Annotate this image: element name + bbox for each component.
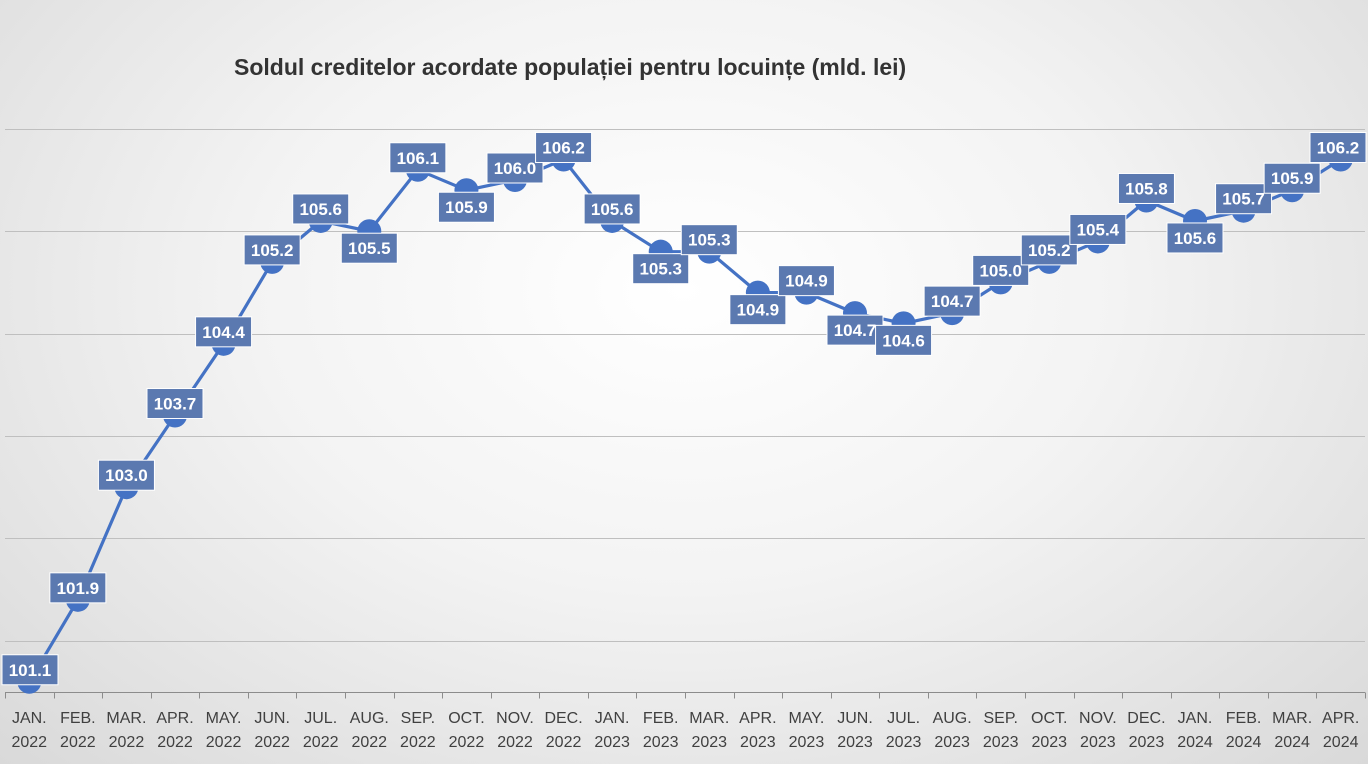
data-label: 105.2	[1028, 241, 1071, 260]
data-label-box	[729, 294, 787, 326]
x-tick-label: FEB. 2023	[643, 710, 679, 751]
data-label-box	[1166, 222, 1224, 254]
data-label: 104.7	[834, 321, 877, 340]
x-tick-label: MAR. 2023	[689, 710, 729, 751]
data-label-box	[923, 285, 981, 317]
x-tick-label: JAN. 2022	[11, 710, 47, 751]
data-label: 106.2	[542, 139, 585, 158]
data-label: 106.0	[494, 159, 537, 178]
x-axis: JAN. 2022 FEB. 2022 MAR. 2022 APR. 2022 MAY. 2022…	[5, 692, 1366, 751]
data-label: 105.3	[639, 260, 682, 279]
data-label-box	[1215, 183, 1273, 215]
data-label-box	[1020, 234, 1078, 266]
data-label: 104.4	[202, 323, 245, 342]
x-tick-label: OCT. 2023	[1031, 710, 1067, 751]
x-tick-label: NOV. 2022	[496, 710, 534, 751]
data-label: 105.0	[979, 261, 1022, 280]
data-label-box	[97, 459, 155, 491]
data-label-box	[486, 152, 544, 184]
x-tick-label: FEB. 2024	[1226, 710, 1262, 751]
x-tick-label: APR. 2022	[156, 710, 193, 751]
x-tick-label: DEC. 2022	[544, 710, 582, 751]
data-label: 106.2	[1317, 139, 1360, 158]
data-label: 104.9	[785, 272, 828, 291]
data-label: 105.8	[1125, 179, 1168, 198]
x-tick-label: JUL. 2022	[303, 710, 339, 751]
x-tick-label: MAY. 2022	[206, 710, 242, 751]
x-tick-label: JUN. 2023	[837, 710, 873, 751]
data-label-box	[535, 132, 593, 164]
data-label-box	[146, 388, 204, 420]
data-label: 105.6	[1174, 229, 1217, 248]
data-label: 103.7	[154, 395, 197, 414]
data-label: 105.9	[445, 198, 488, 217]
data-label: 103.0	[105, 466, 148, 485]
x-tick-label: MAR. 2024	[1272, 710, 1312, 751]
data-label-box	[632, 253, 690, 285]
x-tick-label: AUG. 2023	[933, 710, 972, 751]
data-label-box	[826, 314, 884, 346]
data-label-box	[1309, 132, 1367, 164]
data-label-box	[1117, 172, 1175, 204]
data-label: 106.1	[397, 149, 440, 168]
data-label-box	[875, 324, 933, 356]
data-label-box	[1, 654, 59, 686]
x-tick-label: DEC. 2023	[1127, 710, 1165, 751]
x-tick-label: SEP. 2023	[983, 710, 1019, 751]
x-tick-label: JAN. 2023	[594, 710, 630, 751]
x-tick-label: FEB. 2022	[60, 710, 96, 751]
data-label-box	[777, 265, 835, 297]
data-label-box	[1069, 213, 1127, 245]
data-label: 105.6	[591, 200, 634, 219]
chart-title: Soldul creditelor acordate populației pe…	[234, 54, 907, 80]
data-label-box	[49, 572, 107, 604]
data-label: 105.4	[1077, 220, 1120, 239]
x-tick-label: JAN. 2024	[1177, 710, 1213, 751]
data-label-box	[680, 224, 738, 256]
data-label-box	[243, 234, 301, 266]
data-labels: 101.1 101.9 103.0 103.7 104.4 105.2 105.6 105.5…	[1, 132, 1367, 686]
data-label-box	[437, 191, 495, 223]
data-label: 105.9	[1271, 169, 1314, 188]
x-tick-label: JUL. 2023	[886, 710, 922, 751]
data-label: 105.5	[348, 239, 391, 258]
data-label: 105.6	[299, 200, 342, 219]
x-tick-label: OCT. 2022	[448, 710, 484, 751]
x-tick-label: NOV. 2023	[1079, 710, 1117, 751]
data-label-box	[1263, 162, 1321, 194]
data-label: 105.2	[251, 241, 294, 260]
x-tick-label: SEP. 2022	[400, 710, 436, 751]
data-label: 101.9	[57, 579, 100, 598]
x-tick-label: AUG. 2022	[350, 710, 389, 751]
data-label: 105.3	[688, 231, 731, 250]
data-label: 101.1	[9, 661, 52, 680]
data-label: 104.7	[931, 292, 974, 311]
x-tick-label: APR. 2024	[1322, 710, 1359, 751]
data-label: 104.6	[882, 331, 925, 350]
data-label-box	[972, 254, 1030, 286]
data-label-box	[340, 232, 398, 264]
data-label: 104.9	[737, 301, 780, 320]
data-label-box	[583, 193, 641, 225]
data-label-box	[389, 142, 447, 174]
data-label-box	[195, 316, 253, 348]
data-label: 105.7	[1222, 190, 1265, 209]
data-label-box	[292, 193, 350, 225]
x-tick-label: MAY. 2023	[788, 710, 824, 751]
x-tick-label: APR. 2023	[739, 710, 776, 751]
x-tick-label: JUN. 2022	[254, 710, 290, 751]
x-tick-label: MAR. 2022	[106, 710, 146, 751]
